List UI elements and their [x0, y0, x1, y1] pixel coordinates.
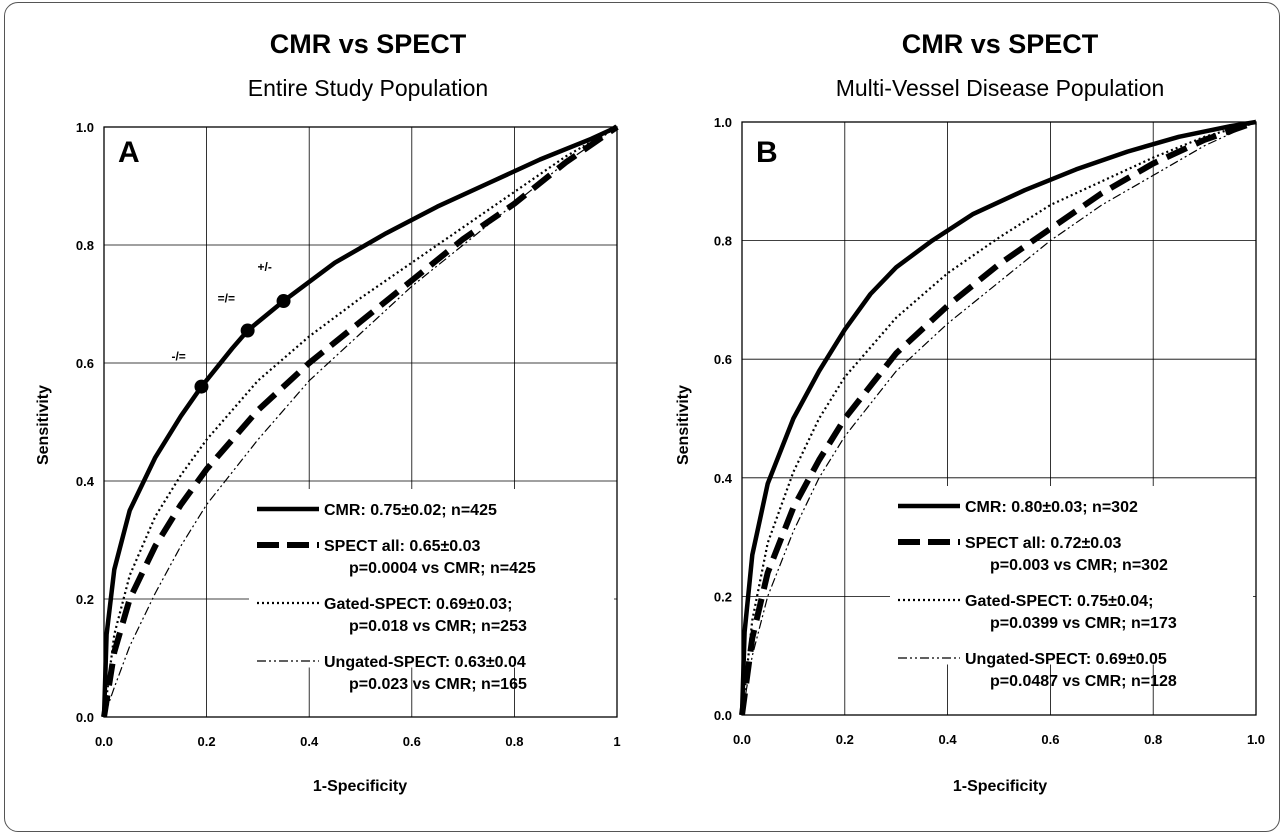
legend-label-gated_spect: p=0.0399 vs CMR; n=173 — [990, 615, 1177, 632]
annotation-label: =/= — [218, 292, 235, 306]
x-tick-label: 0.2 — [836, 732, 854, 747]
series-line-gated_spect — [740, 120, 1257, 716]
panel-letter: A — [118, 136, 140, 169]
y-tick-label: 0.2 — [76, 592, 94, 607]
y-tick-label: 0.2 — [714, 589, 732, 604]
legend-label-spect_all: SPECT all: 0.65±0.03 — [324, 538, 481, 555]
x-tick-label: 1 — [613, 734, 620, 749]
x-tick-label: 0.6 — [403, 734, 421, 749]
series-line-spect_all — [739, 119, 1257, 716]
legend-label-cmr: CMR: 0.80±0.03; n=302 — [965, 499, 1138, 516]
legend-label-spect_all: p=0.003 vs CMR; n=302 — [990, 557, 1168, 574]
x-tick-label: 0.8 — [1144, 732, 1162, 747]
y-tick-label: 0.6 — [76, 356, 94, 371]
legend-background — [890, 486, 1253, 665]
annotation-label: +/- — [258, 260, 272, 274]
x-axis-label: 1-Specificity — [313, 778, 407, 795]
legend-background — [249, 489, 614, 668]
x-tick-label: 0.4 — [939, 732, 958, 747]
chart-title: CMR vs SPECT — [902, 29, 1099, 59]
annotation-marker — [276, 294, 291, 309]
x-tick-label: 0.6 — [1041, 732, 1059, 747]
y-tick-label: 1.0 — [76, 120, 94, 135]
y-tick-label: 0.0 — [76, 710, 94, 725]
y-tick-label: 0.8 — [76, 238, 94, 253]
plot-border — [103, 126, 618, 718]
legend-label-spect_all: p=0.0004 vs CMR; n=425 — [349, 560, 536, 577]
x-axis-label: 1-Specificity — [953, 778, 1047, 795]
y-tick-label: 0.4 — [76, 474, 95, 489]
chart-subtitle: Entire Study Population — [248, 75, 488, 101]
y-tick-label: 0.4 — [714, 471, 733, 486]
panel-b: CMR vs SPECT Multi-Vessel Disease Popula… — [675, 29, 1265, 795]
series-line-spect_all — [101, 124, 619, 718]
panel-letter: B — [756, 136, 778, 169]
plot-area: 0.0 0.2 0.4 0.6 0.8 1 0.0 0.2 0.4 0.6 0.8 1.0 -/= =/=… — [76, 120, 621, 749]
series-line-cmr — [739, 119, 1257, 716]
y-tick-label: 0.6 — [714, 352, 732, 367]
x-tick-label: 1.0 — [1247, 732, 1265, 747]
y-axis-label: Sensitivity — [675, 385, 692, 465]
annotation-marker — [194, 379, 209, 394]
x-tick-label: 0.0 — [95, 734, 113, 749]
y-tick-label: 1.0 — [714, 115, 732, 130]
figure-canvas: CMR vs SPECT Entire Study Population 0.0… — [35, 29, 1265, 795]
y-tick-label: 0.8 — [714, 234, 732, 249]
chart-title: CMR vs SPECT — [270, 29, 467, 59]
x-tick-label: 0.0 — [733, 732, 751, 747]
plot-border — [741, 121, 1257, 716]
legend-label-ungated_spect: Ungated-SPECT: 0.69±0.05 — [965, 651, 1167, 668]
series-line-ungated_spect — [103, 126, 618, 718]
legend-label-ungated_spect: p=0.023 vs CMR; n=165 — [349, 676, 527, 693]
panel-a: CMR vs SPECT Entire Study Population 0.0… — [35, 29, 621, 795]
legend-label-ungated_spect: p=0.0487 vs CMR; n=128 — [990, 673, 1177, 690]
series-line-ungated_spect — [741, 121, 1257, 716]
legend-label-gated_spect: Gated-SPECT: 0.75±0.04; — [965, 593, 1153, 610]
annotation-label: -/= — [171, 350, 185, 364]
x-tick-label: 0.2 — [198, 734, 216, 749]
x-tick-label: 0.8 — [505, 734, 523, 749]
y-axis-label: Sensitivity — [35, 385, 52, 465]
y-tick-label: 0.0 — [714, 708, 732, 723]
legend-label-ungated_spect: Ungated-SPECT: 0.63±0.04 — [324, 654, 526, 671]
plot-area: 0.0 0.2 0.4 0.6 0.8 1.0 0.0 0.2 0.4 0.6 0.8 1.0 CMR:… — [714, 115, 1265, 747]
legend-label-gated_spect: Gated-SPECT: 0.69±0.03; — [324, 596, 512, 613]
legend-label-cmr: CMR: 0.75±0.02; n=425 — [324, 502, 497, 519]
x-tick-label: 0.4 — [300, 734, 319, 749]
legend-label-gated_spect: p=0.018 vs CMR; n=253 — [349, 618, 527, 635]
annotation-marker — [240, 323, 255, 338]
legend-label-spect_all: SPECT all: 0.72±0.03 — [965, 535, 1122, 552]
chart-subtitle: Multi-Vessel Disease Population — [836, 75, 1165, 101]
